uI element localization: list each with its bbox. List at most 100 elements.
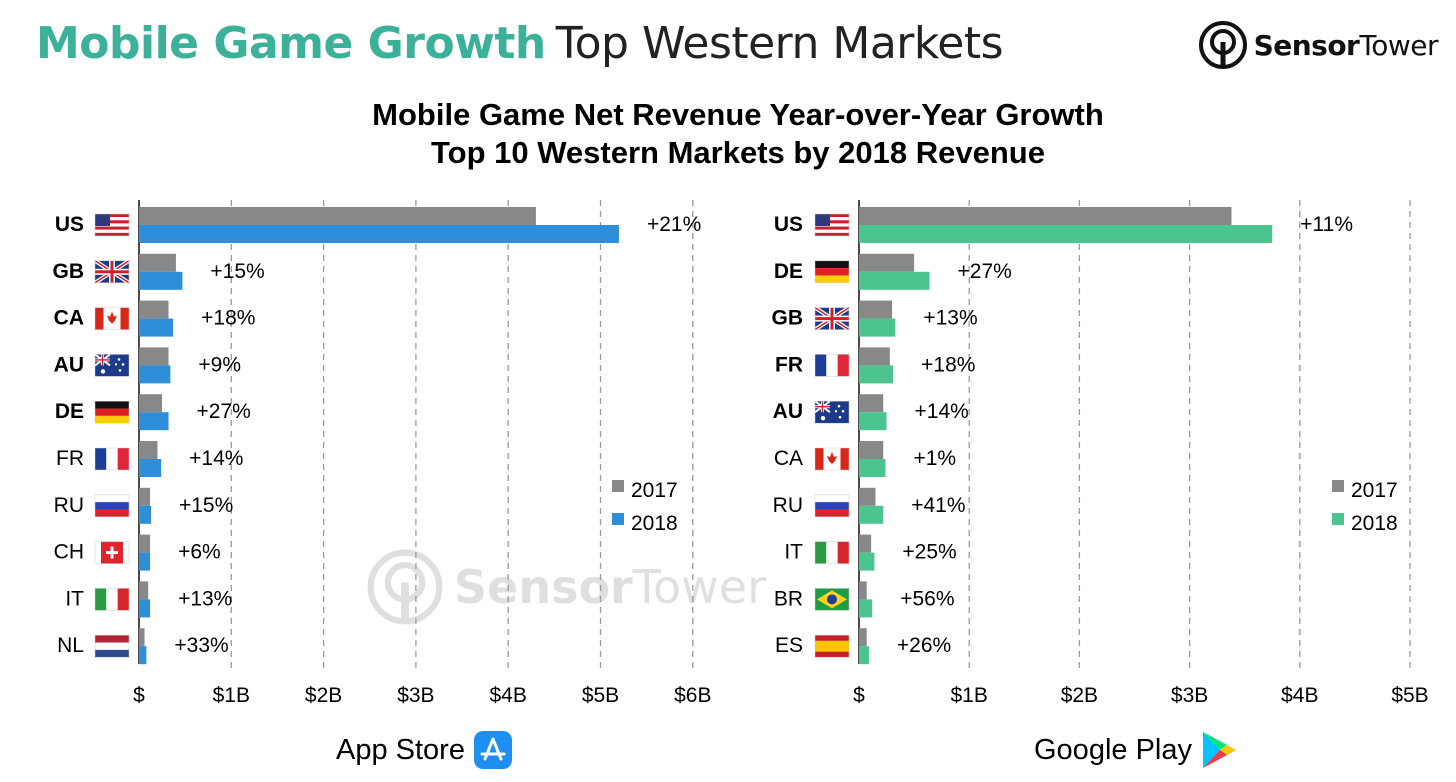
category-label: CA [54,307,84,330]
legend-swatch [612,513,624,525]
flag-ch-icon [94,541,130,564]
flag-br-icon [814,588,850,611]
growth-label: +6% [178,541,221,564]
bar-2017-gb [139,253,176,272]
bar-2017-it [859,534,872,553]
flag-us-icon [94,213,130,237]
app-store-label: App Store [336,733,465,766]
legend-swatch [1332,480,1344,492]
category-label: CA [774,447,803,470]
bar-2017-es [859,628,867,647]
x-tick-label: $5B [582,684,619,707]
chart-title-line1: Mobile Game Net Revenue Year-over-Year G… [372,97,1104,132]
x-tick-label: $3B [397,684,434,707]
sensor-tower-icon [1198,21,1247,69]
flag-gb-icon [93,259,131,285]
flag-us-icon [814,213,850,237]
x-tick-label: $ [853,684,865,707]
growth-label: +18% [921,353,975,376]
legend-swatch [612,480,624,492]
bar-2018-ch [139,552,151,571]
x-tick-label: $5B [1391,684,1428,707]
flag-ca-icon [94,307,130,330]
bar-2017-fr [859,347,890,366]
growth-label: +1% [913,447,956,470]
bar-2018-es [859,646,869,665]
growth-label: +25% [902,541,956,564]
bar-2018-it [859,552,875,571]
bar-2017-au [139,347,169,366]
bar-2018-au [139,365,171,384]
growth-label: +56% [900,587,954,610]
category-label: AU [773,400,803,423]
growth-label: +15% [210,260,264,283]
flag-es-icon [814,634,850,658]
x-tick-label: $3B [1171,684,1208,707]
growth-label: +13% [923,307,977,330]
category-label: RU [773,494,803,517]
x-tick-label: $2B [1061,684,1098,707]
flag-fr-icon [814,354,850,377]
brand-name-light: Tower [1359,28,1438,62]
flag-de-icon [814,260,850,284]
chart-app-store: $ $1B $2B $3B $4B $5B $6B US +21% GB +15% CA +18% AU +… [53,200,711,707]
category-label: BR [774,587,803,610]
category-label: IT [65,587,84,610]
flag-ru-icon [94,494,130,518]
category-label: ES [775,634,803,657]
app-store-icon [473,731,512,769]
brand-logo: SensorTower [1198,20,1438,70]
growth-label: +13% [178,587,232,610]
bar-2017-gb [859,300,893,319]
category-label: IT [784,541,803,564]
bar-2017-fr [139,441,158,459]
flag-it-icon [94,588,130,611]
bar-2017-ca [139,300,169,319]
bar-2018-gb [139,271,183,290]
legend-label: 2017 [631,479,678,502]
bar-2018-us [139,225,619,243]
growth-label: +33% [174,634,228,657]
bar-2017-nl [139,628,145,647]
bar-2017-br [859,581,867,600]
flag-it-icon [814,541,850,564]
category-label: NL [57,634,84,657]
bar-2018-gb [859,318,896,337]
bar-2018-de [139,412,169,431]
category-label: GB [53,260,85,283]
chart-google-play: $ $1B $2B $3B $4B $5B US +11% DE +27% GB +13% FR +18%… [772,200,1429,707]
header-title-light: Top Western Markets [555,18,1004,69]
x-tick-label: $1B [951,684,988,707]
flag-ru-icon [814,494,850,518]
category-label: DE [774,260,803,283]
x-tick-label: $4B [490,684,527,707]
bar-2018-fr [139,459,162,477]
legend-label: 2018 [1351,512,1398,535]
chart-title-line2: Top 10 Western Markets by 2018 Revenue [431,135,1045,170]
google-play-icon [1203,732,1236,768]
category-label: CH [54,541,84,564]
bar-2018-it [139,599,151,618]
category-label: DE [55,400,84,423]
bar-2017-au [859,394,884,413]
x-tick-label: $ [133,684,145,707]
flag-gb-icon [813,305,851,332]
flag-de-icon [94,400,130,424]
bar-2018-br [859,599,873,618]
flag-au-icon [814,400,850,424]
category-label: US [55,213,84,236]
growth-label: +27% [958,260,1012,283]
bar-2017-ru [139,487,151,506]
growth-label: +21% [647,213,701,236]
growth-label: +9% [198,353,241,376]
category-label: RU [54,494,84,517]
growth-label: +26% [897,634,951,657]
bar-2018-ru [859,505,884,524]
bar-2017-de [139,394,163,413]
bar-2018-us [859,225,1273,243]
bar-2017-ru [859,487,876,506]
watermark-light: Tower [632,560,767,614]
bar-2017-ch [139,534,151,553]
legend-swatch [1332,513,1344,525]
